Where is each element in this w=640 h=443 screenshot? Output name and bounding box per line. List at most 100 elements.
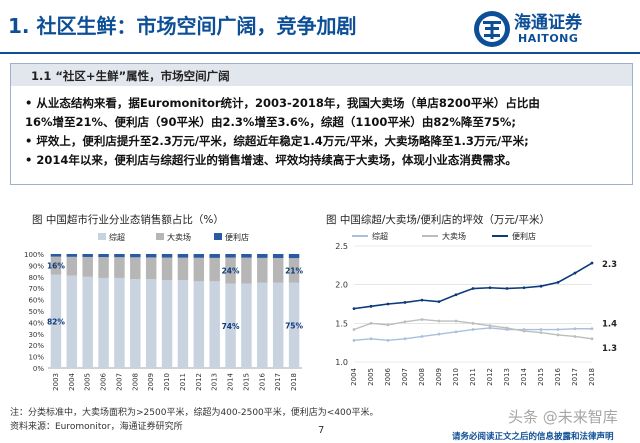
bar-xtick-label: 2003	[52, 373, 60, 391]
line-ytick-label: 2.5	[335, 242, 348, 251]
bar-xtick-label: 2016	[258, 372, 266, 390]
bar-xtick-label: 2008	[131, 373, 139, 391]
bar-segment-1	[225, 283, 236, 368]
summary-title: 1.1 “社区+生鲜”属性，市场空间广阔	[31, 69, 230, 83]
line-point-3	[522, 286, 526, 290]
line-point-1	[437, 332, 441, 336]
line-point-2	[386, 323, 390, 327]
bar-segment-1	[288, 282, 300, 368]
line-legend-label: 大卖场	[442, 231, 466, 241]
line-point-2	[556, 333, 560, 337]
bar-xtick-label: 2011	[179, 373, 187, 391]
line-point-1	[556, 328, 560, 331]
summary-box-header: 1.1 “社区+生鲜”属性，市场空间广阔	[11, 64, 632, 86]
bar-chart: 0% 10% 20% 30% 40% 50% 60% 70% 80% 90% 100% 2003 200…	[24, 232, 304, 391]
line-point-2	[590, 337, 594, 341]
bar-segment-2	[66, 256, 78, 276]
bar-segment-1	[257, 282, 268, 368]
bar-segment-3	[114, 254, 125, 258]
bar-segment-3	[272, 254, 284, 258]
line-point-1	[403, 337, 407, 341]
bar-segment-3	[66, 254, 78, 257]
bar-segment-1	[241, 283, 252, 368]
bar-segment-3	[257, 254, 268, 258]
bar-segment-2	[272, 257, 284, 283]
bar-segment-1	[193, 281, 205, 368]
line-point-1	[369, 337, 373, 341]
bar-ytick-label: 50%	[28, 308, 44, 316]
line-xtick-label: 2015	[537, 368, 545, 386]
logo-english: HAITONG	[518, 32, 579, 45]
bar-segment-2	[241, 257, 252, 284]
line-point-2	[539, 331, 543, 335]
line-point-2	[403, 320, 407, 324]
bar-segment-3	[50, 254, 62, 257]
line-point-3	[471, 287, 475, 290]
line-point-3	[573, 271, 577, 275]
line-point-3	[369, 304, 373, 308]
bar-xtick-label: 2017	[274, 373, 282, 391]
bar-data-label: 74%	[222, 322, 240, 331]
line-point-3	[403, 301, 407, 304]
bar-segment-3	[225, 254, 236, 258]
line-xtick-label: 2013	[503, 368, 511, 386]
line-point-3	[420, 298, 424, 302]
bar-segment-1	[161, 280, 173, 368]
summary-bullet-1-cont: 16%增至21%、便利店（90平米）由2.3%增至3.6%，综超（1100平米）…	[25, 115, 516, 129]
bar-xtick-label: 2018	[290, 373, 298, 391]
line-xtick-label: 2009	[435, 368, 443, 386]
bar-segment-2	[130, 257, 141, 280]
bar-segment-3	[288, 254, 300, 259]
line-ytick-label: 2.0	[335, 281, 348, 290]
line-point-2	[454, 319, 458, 323]
line-point-2	[420, 318, 424, 321]
line-end-label: 1.4	[602, 320, 617, 330]
bar-segment-3	[98, 254, 109, 258]
line-xtick-label: 2006	[384, 367, 392, 385]
bar-ytick-label: 70%	[28, 285, 44, 293]
line-point-3	[590, 261, 594, 265]
line-point-1	[539, 328, 543, 331]
line-xtick-label: 2012	[486, 368, 494, 386]
line-point-3	[556, 280, 560, 284]
line-xtick-label: 2018	[588, 368, 596, 386]
line-xtick-label: 2008	[418, 368, 426, 386]
bar-chart-title: 图 中国超市行业分业态销售额占比（%）	[32, 214, 224, 226]
line-xtick-label: 2004	[350, 367, 358, 385]
bar-segment-2	[193, 257, 205, 282]
line-point-3	[505, 287, 509, 290]
page-number: 7	[318, 425, 325, 436]
bar-xtick-label: 2013	[211, 373, 219, 391]
summary-box: 1.1 “社区+生鲜”属性，市场空间广阔 • 从业态结构来看，据Euromoni…	[10, 63, 633, 185]
bar-legend-swatch	[98, 233, 106, 240]
bar-xtick-label: 2012	[195, 373, 203, 391]
bar-segment-3	[161, 254, 173, 258]
bar-segment-1	[114, 277, 125, 368]
line-point-2	[437, 319, 441, 323]
line-legend-label: 便利店	[512, 231, 536, 241]
bar-segment-1	[272, 282, 284, 368]
bar-xtick-label: 2006	[100, 372, 108, 390]
bar-segment-1	[50, 274, 62, 368]
disclaimer: 请务必阅读正文之后的信息披露和法律声明	[452, 432, 614, 442]
bar-segment-2	[82, 256, 93, 277]
line-point-3	[352, 307, 356, 311]
bar-segment-3	[209, 254, 220, 258]
line-point-2	[471, 321, 475, 325]
line-chart-title: 图 中国综超/大卖场/便利店的坪效（万元/平米）	[326, 214, 550, 226]
bar-legend-label: 便利店	[225, 232, 249, 242]
bar-segment-1	[82, 276, 93, 368]
bar-segment-1	[130, 279, 141, 368]
summary-bullet-1: • 从业态结构来看，据Euromonitor统计，2003-2018年，我国大卖…	[25, 96, 540, 110]
bar-segment-2	[114, 257, 125, 278]
line-point-3	[539, 284, 543, 288]
bar-data-label: 24%	[222, 267, 240, 276]
bar-legend-label: 大卖场	[167, 232, 191, 242]
bar-segment-2	[209, 257, 220, 282]
bar-ytick-label: 0%	[33, 365, 44, 373]
bar-segment-2	[177, 257, 189, 281]
line-point-1	[386, 338, 390, 342]
line-point-2	[352, 328, 356, 331]
bar-segment-2	[161, 257, 173, 281]
line-point-1	[454, 330, 458, 334]
